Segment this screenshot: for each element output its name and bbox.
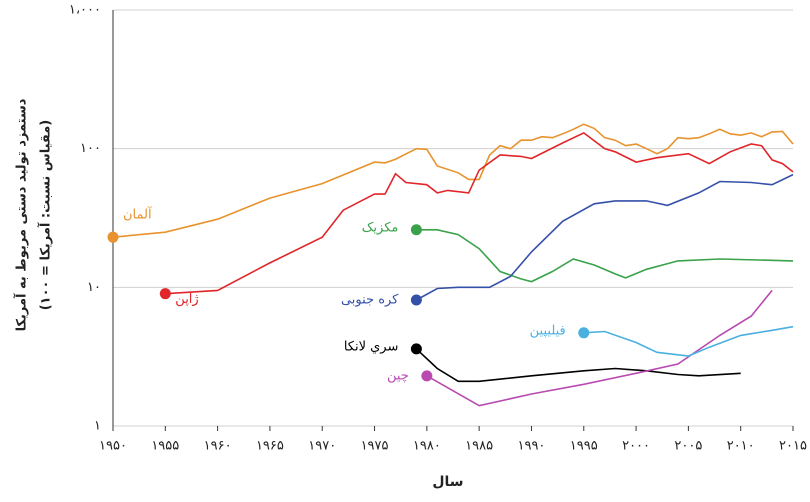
series-label: کره جنوبی (341, 293, 399, 308)
y-tick-label: ۱،۰۰۰ (69, 3, 101, 18)
x-tick-label: ۱۹۸۵ (465, 439, 493, 454)
y-tick-label: ۱۰ (87, 280, 101, 295)
series-label: چین (387, 368, 409, 383)
series-line (416, 173, 794, 301)
y-axis-title: دستمزد تولید دستی مربوط به آمریکا (13, 98, 30, 331)
series-line (165, 131, 794, 295)
x-tick-label: ۱۹۹۵ (570, 439, 598, 454)
series-line (416, 229, 794, 283)
y-tick-label: ۱۰۰ (80, 141, 101, 156)
x-tick-label: ۲۰۰۰ (622, 439, 650, 454)
series-label: سري لانکا (344, 339, 399, 354)
x-tick-label: ۱۹۷۵ (361, 439, 389, 454)
series-marker (107, 231, 119, 243)
x-tick-label: ۱۹۵۰ (99, 439, 127, 454)
series-label: ژاپن (175, 292, 198, 307)
series-line (426, 289, 773, 407)
x-axis-title: سال (432, 474, 463, 490)
series-label: مکزیک (362, 220, 399, 235)
series-label: آلمان (123, 206, 153, 223)
y-tick-label: ۱ (94, 419, 101, 434)
x-tick-label: ۱۹۶۵ (256, 439, 284, 454)
x-tick-label: ۱۹۹۰ (517, 439, 545, 454)
x-tick-label: ۱۹۶۰ (204, 439, 232, 454)
y-axis-subtitle: (مقیاس نسبت: آمریکا = ۱۰۰) (37, 120, 54, 311)
series-line (415, 348, 741, 383)
series-marker (410, 294, 422, 306)
x-tick-label: ۲۰۰۵ (674, 439, 702, 454)
series-marker (421, 370, 433, 382)
series-line (112, 123, 794, 238)
x-tick-label: ۱۹۷۰ (308, 439, 336, 454)
series-marker (410, 343, 422, 355)
series-line (583, 325, 794, 357)
x-tick-label: ۲۰۱۰ (727, 439, 755, 454)
x-tick-label: ۲۰۱۵ (779, 439, 807, 454)
series-marker (159, 288, 171, 300)
series-marker (410, 224, 422, 236)
x-tick-label: ۱۹۵۵ (151, 439, 179, 454)
x-tick-label: ۱۹۸۰ (413, 439, 441, 454)
series-label: فیلیپین (530, 323, 566, 338)
series-marker (578, 327, 590, 339)
